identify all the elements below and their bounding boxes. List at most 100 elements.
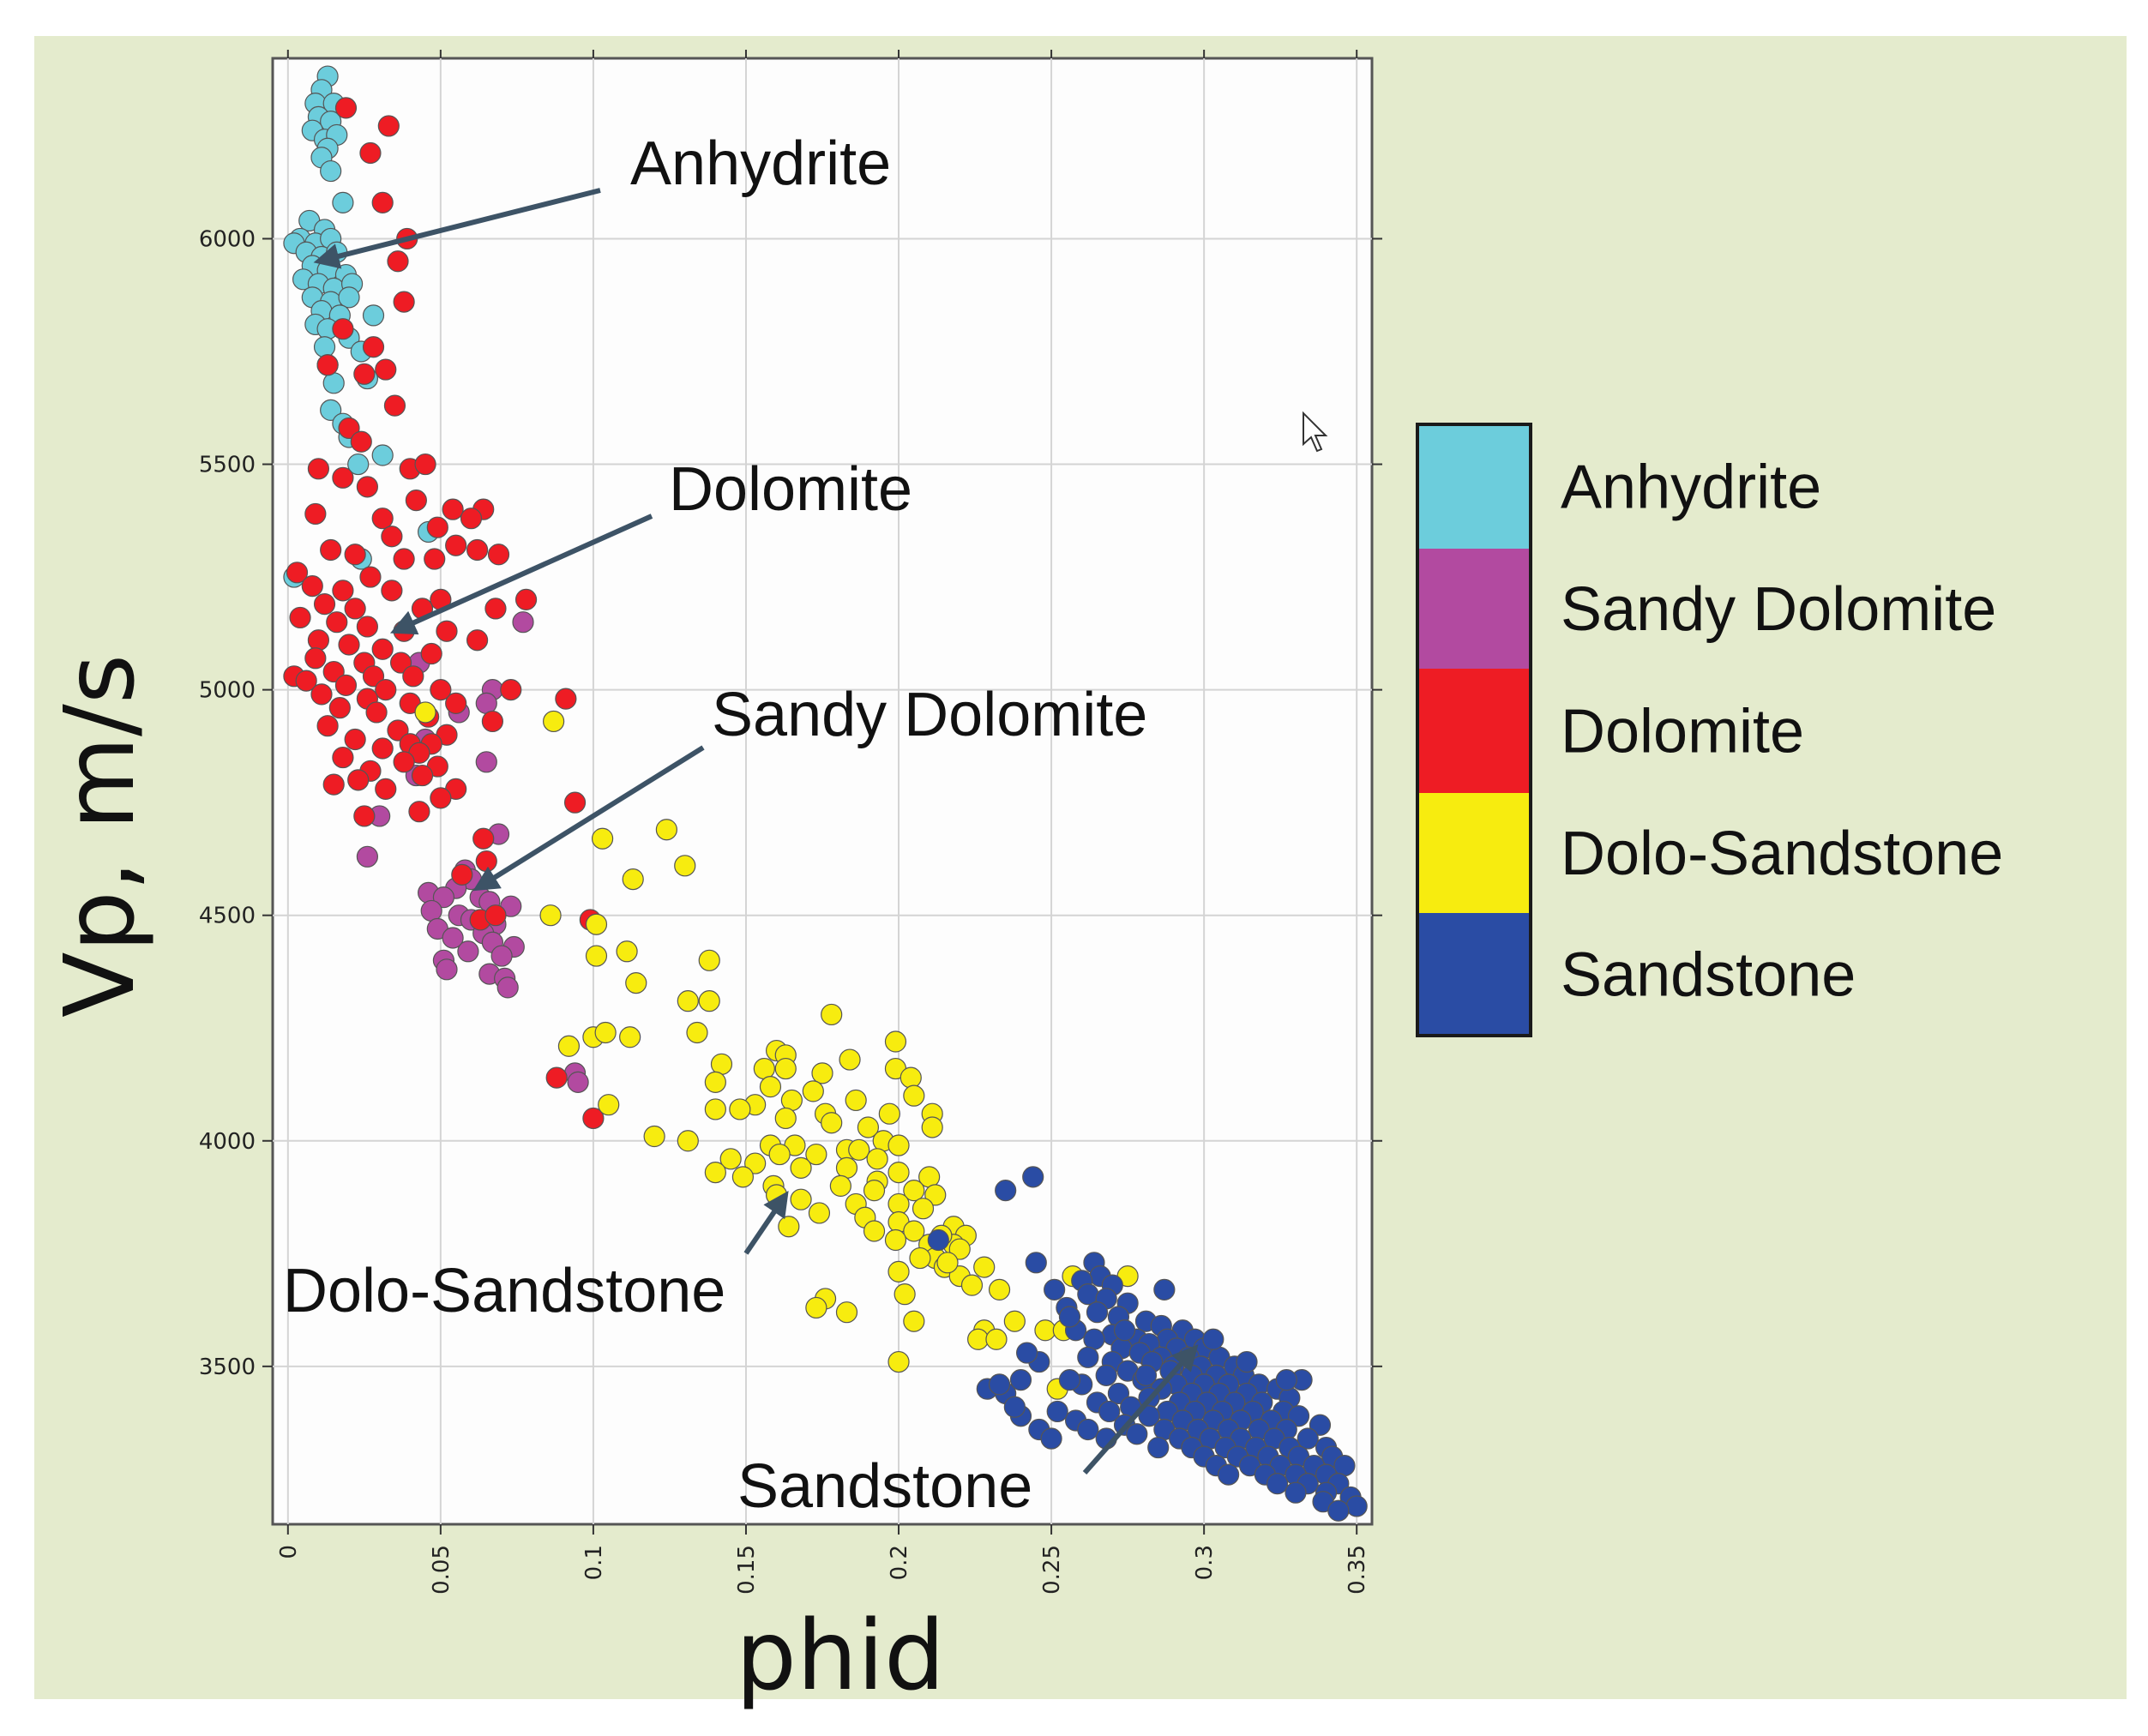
dolo-sandstone-point [759, 1076, 782, 1098]
legend-label-dolo-sandstone: Dolo-Sandstone [1561, 820, 2003, 888]
dolo-sandstone-point [921, 1116, 943, 1138]
dolomite-point [445, 534, 467, 556]
dolomite-point [414, 453, 436, 476]
legend-border [1416, 423, 1532, 1037]
dolomite-point [377, 115, 400, 137]
dolo-sandstone-annotation-arrow [743, 1190, 789, 1255]
dolomite-point [375, 679, 397, 701]
dolomite-point [460, 508, 483, 530]
dolomite-point [326, 611, 348, 634]
sandstone-point [1153, 1278, 1176, 1301]
sandstone-point [1058, 1306, 1081, 1328]
dolomite-point [371, 737, 394, 760]
dolomite-point [301, 574, 323, 598]
dolomite-point [310, 683, 333, 706]
dolo-sandstone-point [698, 949, 720, 971]
dolomite-point [563, 791, 587, 814]
dolomite-point [304, 502, 327, 526]
sandy-dolomite-point [567, 1071, 589, 1093]
sandstone-point [1083, 1328, 1105, 1350]
dolomite-point [442, 498, 464, 520]
dolo-sandstone-point [948, 1238, 971, 1260]
sandy-dolomite-point [496, 976, 519, 999]
dolo-sandstone-point [790, 1156, 812, 1179]
x-tick-label: 0 [276, 1545, 302, 1559]
sandy-dolomite-point [432, 886, 455, 909]
dolo-sandstone-point [753, 1057, 775, 1080]
dolo-sandstone-point [893, 1283, 916, 1306]
sandstone-point [1009, 1369, 1032, 1391]
dolomite-point [387, 250, 409, 273]
sandstone-point [1327, 1499, 1350, 1522]
x-tick-label: 0.15 [734, 1545, 760, 1595]
y-tick-label: 4000 [199, 1129, 256, 1155]
y-tick-label: 5500 [199, 453, 256, 478]
sandstone-point [1046, 1400, 1068, 1423]
dolomite-point [402, 665, 424, 688]
dolomite-point [307, 458, 330, 480]
dolo-sandstone-point [878, 1102, 900, 1125]
x-axis-title: phid [736, 1601, 945, 1712]
dolo-sandstone-point [887, 1260, 910, 1282]
dolomite-point [393, 548, 415, 570]
dolo-sandstone-point [900, 1066, 922, 1089]
sandstone-point [1095, 1364, 1117, 1386]
dolomite-point [381, 580, 403, 602]
anhydrite-point [320, 399, 342, 421]
dolomite-point [356, 616, 378, 638]
sandstone-point [1025, 1252, 1047, 1274]
dolomite-point [430, 787, 452, 809]
dolo-sandstone-point [909, 1246, 931, 1270]
legend-label-dolomite: Dolomite [1561, 698, 1804, 766]
dolomite-point [328, 697, 351, 719]
dolomite-point [338, 634, 360, 656]
dolo-sandstone-point [821, 1003, 843, 1026]
dolomite-point [353, 363, 376, 385]
dolomite-point [334, 97, 358, 119]
sandy-dolomite-point [512, 611, 534, 634]
dolomite-point [424, 548, 446, 570]
dolomite-point [375, 358, 397, 381]
dolo-sandstone-point [866, 1148, 888, 1170]
sandstone-point [1077, 1283, 1099, 1306]
y-tick-label: 6000 [199, 226, 256, 252]
dolomite-point [514, 588, 538, 610]
dolo-sandstone-point [719, 1148, 742, 1170]
dolo-sandstone-point [811, 1062, 833, 1084]
sandy-dolomite-point [475, 692, 497, 715]
sandstone-point [1058, 1369, 1081, 1391]
dolo-sandstone-point [731, 1166, 755, 1188]
sandstone-point [1236, 1350, 1258, 1373]
dolo-sandstone-point [557, 1035, 581, 1057]
sandy-dolomite-point [442, 927, 464, 949]
y-tick-label: 3500 [199, 1355, 256, 1380]
anhydrite-point [322, 372, 345, 394]
dolo-sandstone-point [619, 1026, 641, 1048]
dolomite-point [353, 805, 376, 827]
dolomite-point [582, 1107, 605, 1130]
sandstone-point [1098, 1400, 1121, 1423]
dolo-sandstone-point [625, 972, 647, 994]
dolo-sandstone-point [539, 904, 562, 927]
dolomite-point [334, 674, 358, 696]
dolo-sandstone-point [863, 1180, 886, 1202]
legend-label-anhydrite: Anhydrite [1561, 454, 1821, 522]
sandy-dolomite-point [475, 751, 497, 773]
dolomite-point [500, 679, 522, 701]
sandstone-point [1022, 1166, 1044, 1188]
dolomite-point [362, 665, 385, 688]
legend-swatch-sandy-dolomite [1417, 549, 1531, 669]
dolo-sandstone-point [839, 1048, 861, 1071]
dolomite-point [487, 544, 510, 566]
dolo-sandstone-point [677, 1130, 699, 1152]
sandstone-point [1297, 1427, 1319, 1450]
sandstone-point [1134, 1364, 1158, 1386]
sandstone-point [1044, 1278, 1066, 1301]
sandstone-point [1015, 1342, 1038, 1364]
dolomite-point [393, 751, 415, 773]
dolomite-point [383, 394, 406, 417]
dolomite-annotation-label: Dolomite [669, 455, 912, 524]
legend-swatch-anhydrite [1417, 424, 1531, 549]
dolo-sandstone-point [884, 1228, 907, 1252]
dolo-sandstone-point [821, 1112, 843, 1134]
